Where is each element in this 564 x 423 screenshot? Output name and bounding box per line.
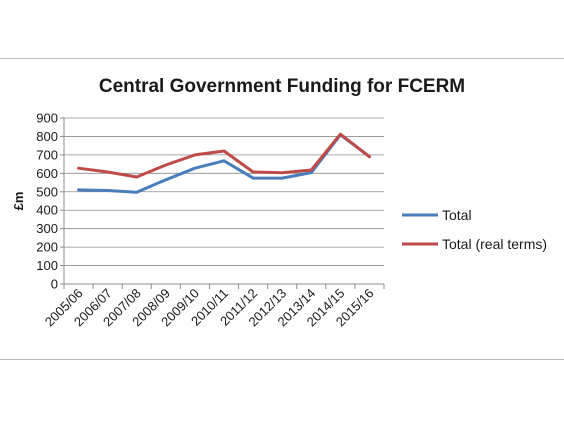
y-tick-label: 200 [36, 240, 58, 255]
axes [60, 117, 385, 289]
series-line-0 [77, 133, 371, 194]
y-tick-labels: 0 100 200 300 400 500 600 700 800 900 [36, 111, 58, 292]
legend: Total Total (real terms) [402, 207, 547, 252]
y-axis-label: £m [11, 192, 26, 211]
x-tick-labels: 2005/062006/072007/082008/092009/102010/… [42, 286, 377, 330]
y-tick-label: 600 [36, 166, 58, 181]
series-line-1 [77, 132, 371, 179]
y-tick-label: 900 [36, 111, 58, 126]
y-tick-label: 800 [36, 129, 58, 144]
gridlines [64, 117, 384, 266]
y-tick-label: 100 [36, 258, 58, 273]
y-tick-label: 400 [36, 203, 58, 218]
y-tick-label: 0 [51, 277, 58, 292]
y-tick-label: 500 [36, 184, 58, 199]
y-tick-label: 300 [36, 221, 58, 236]
y-tick-label: 700 [36, 147, 58, 162]
chart-title: Central Government Funding for FCERM [98, 76, 466, 97]
legend-label: Total [442, 207, 472, 223]
chart-frame [0, 58, 564, 360]
series-lines [77, 132, 371, 194]
legend-label: Total (real terms) [442, 236, 547, 252]
